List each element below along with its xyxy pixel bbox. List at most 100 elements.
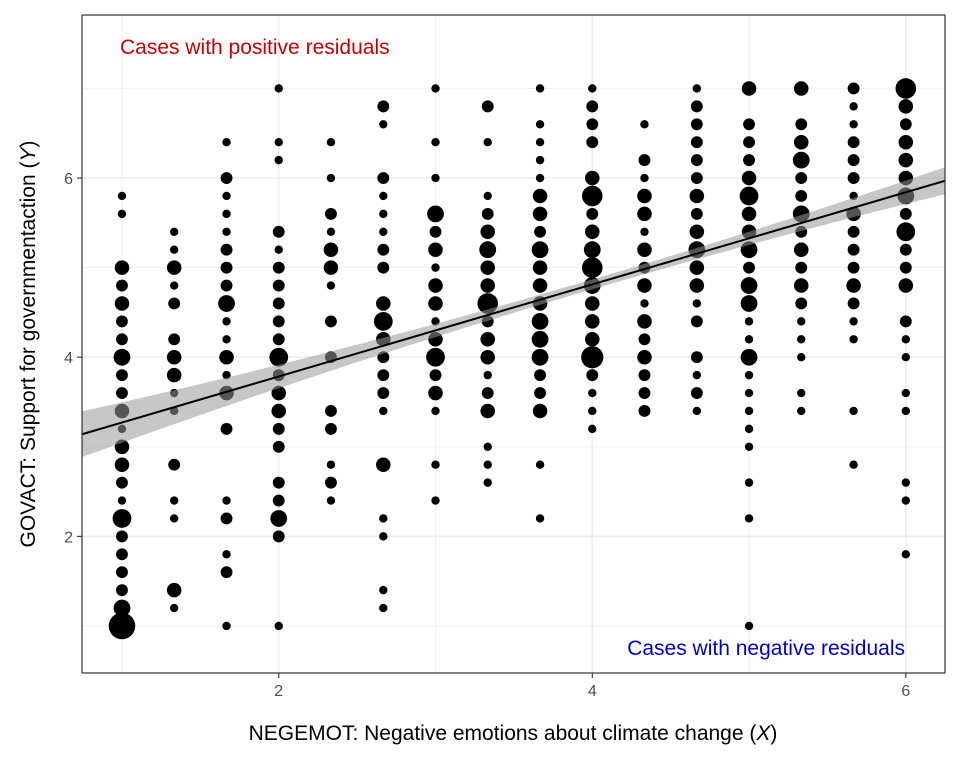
data-point — [689, 278, 705, 293]
data-point — [797, 388, 806, 398]
data-point — [586, 207, 599, 220]
data-point — [428, 385, 443, 401]
data-point — [741, 170, 757, 186]
data-point — [793, 278, 809, 293]
data-point — [740, 277, 758, 294]
data-point — [744, 335, 754, 344]
data-point — [638, 154, 651, 167]
y-tick-label: 2 — [64, 529, 73, 546]
data-point — [744, 621, 754, 631]
data-point — [586, 118, 599, 131]
data-point — [797, 317, 806, 326]
data-point — [690, 387, 703, 399]
data-point — [795, 261, 808, 274]
data-point — [431, 263, 440, 272]
data-point — [323, 242, 339, 257]
data-point — [169, 603, 179, 613]
data-point — [581, 185, 603, 207]
data-point — [743, 118, 755, 131]
data-point — [901, 335, 911, 344]
data-point — [692, 406, 702, 416]
data-point — [272, 476, 285, 489]
data-point — [901, 388, 911, 398]
data-point — [270, 510, 288, 527]
data-point — [166, 367, 182, 383]
data-point — [168, 333, 181, 346]
data-point — [222, 209, 231, 219]
data-point — [271, 403, 287, 419]
data-point — [740, 295, 758, 312]
data-point — [428, 242, 443, 257]
data-point — [222, 550, 231, 559]
data-point — [220, 172, 233, 184]
data-point — [480, 403, 495, 419]
data-point — [588, 388, 597, 398]
data-point — [640, 173, 649, 183]
data-point — [638, 405, 651, 417]
data-point — [325, 422, 337, 435]
data-point — [480, 260, 495, 275]
annotation-positive-residuals: Cases with positive residuals — [120, 36, 390, 59]
data-point — [583, 241, 601, 259]
data-point — [169, 227, 179, 236]
data-point — [166, 260, 182, 275]
data-point — [638, 387, 651, 399]
data-point — [901, 496, 911, 505]
data-point — [114, 457, 130, 472]
data-point — [483, 370, 492, 380]
data-point — [222, 138, 231, 147]
data-point — [431, 138, 440, 147]
regression-line — [81, 179, 946, 436]
data-point — [272, 440, 285, 453]
data-point — [637, 314, 652, 329]
data-point — [534, 369, 547, 382]
data-point — [483, 478, 492, 487]
data-point — [532, 188, 548, 204]
data-point — [692, 299, 702, 308]
data-point — [640, 120, 649, 129]
data-point — [117, 496, 127, 505]
data-point — [534, 225, 547, 238]
data-point — [585, 296, 600, 311]
data-point — [117, 191, 127, 201]
data-point — [379, 603, 388, 613]
data-point — [431, 460, 440, 469]
data-point — [531, 348, 549, 366]
data-point — [166, 582, 182, 598]
data-point — [795, 297, 808, 310]
data-point — [222, 227, 231, 236]
data-point — [480, 224, 495, 240]
data-point — [323, 260, 339, 275]
data-point — [272, 279, 285, 292]
data-point — [166, 349, 182, 365]
x-tick-label: 2 — [274, 683, 283, 700]
data-point — [795, 190, 808, 202]
data-point — [379, 120, 388, 129]
data-point — [480, 278, 495, 293]
data-point — [638, 333, 651, 346]
data-point — [377, 261, 390, 274]
data-point — [532, 403, 548, 419]
data-points — [108, 78, 917, 640]
data-point — [847, 225, 860, 238]
data-point — [169, 514, 179, 523]
data-point — [222, 621, 231, 631]
data-point — [326, 173, 336, 183]
data-point — [168, 297, 181, 310]
data-point — [744, 317, 754, 326]
data-point — [326, 227, 336, 236]
data-point — [272, 422, 285, 435]
data-point — [689, 224, 705, 240]
data-point — [744, 478, 754, 487]
data-point — [531, 312, 549, 330]
data-point — [431, 84, 440, 93]
data-point — [483, 191, 492, 201]
data-point — [272, 530, 285, 543]
data-point — [377, 369, 390, 382]
data-point — [222, 317, 231, 326]
data-point — [901, 406, 911, 416]
data-point — [535, 138, 545, 147]
data-point — [847, 154, 860, 167]
data-point — [326, 138, 336, 147]
data-point — [640, 227, 649, 236]
